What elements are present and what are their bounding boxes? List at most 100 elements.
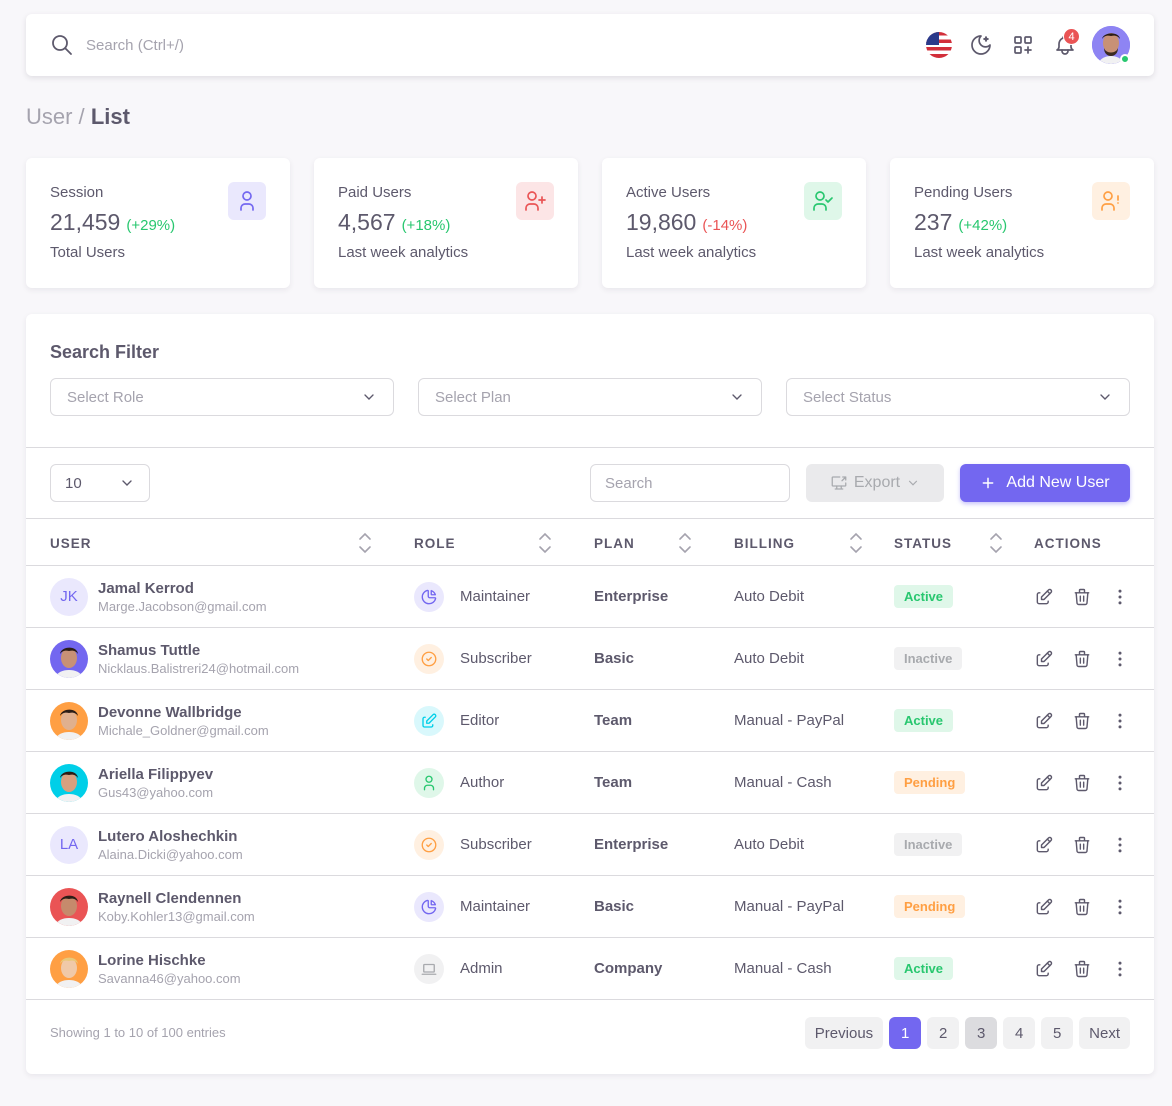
table-search-input[interactable] (590, 464, 790, 502)
pagination-page-3[interactable]: 3 (965, 1017, 998, 1049)
sort-icon[interactable] (358, 531, 372, 555)
pagination-page-4[interactable]: 4 (1003, 1017, 1036, 1049)
column-header-role[interactable]: ROLE (414, 535, 456, 551)
trash-icon[interactable] (1072, 959, 1092, 979)
table-row: Raynell Clendennen Koby.Kohler13@gmail.c… (26, 876, 1154, 938)
column-header-billing[interactable]: BILLING (734, 535, 795, 551)
language-switcher[interactable] (918, 24, 960, 66)
user-name[interactable]: Shamus Tuttle (98, 641, 201, 659)
edit-icon[interactable] (1034, 835, 1054, 855)
billing-cell: Auto Debit (734, 566, 804, 627)
user-cell: Shamus Tuttle Nicklaus.Balistreri24@hotm… (50, 628, 299, 689)
table-row: Lorine Hischke Savanna46@yahoo.com Admin… (26, 938, 1154, 1000)
column-header-status[interactable]: STATUS (894, 535, 952, 551)
dots-vertical-icon[interactable] (1110, 835, 1130, 855)
avatar (50, 639, 88, 678)
role-label: Subscriber (460, 836, 532, 853)
status-select[interactable]: Select Status (786, 378, 1130, 416)
plan-select[interactable]: Select Plan (418, 378, 762, 416)
stat-value: 237 (914, 209, 953, 235)
stat-change: (+29%) (126, 217, 176, 234)
trash-icon[interactable] (1072, 711, 1092, 731)
user-name[interactable]: Devonne Wallbridge (98, 703, 242, 721)
edit-icon[interactable] (1034, 711, 1054, 731)
table-row: LA Lutero Aloshechkin Alaina.Dicki@yahoo… (26, 814, 1154, 876)
plan-cell: Enterprise (594, 814, 668, 875)
column-header-user[interactable]: USER (50, 535, 92, 551)
dots-vertical-icon[interactable] (1110, 959, 1130, 979)
user-email: Gus43@yahoo.com (98, 784, 214, 800)
pagination-next[interactable]: Next (1079, 1017, 1130, 1049)
navbar-search[interactable]: Search (Ctrl+/) (50, 33, 918, 57)
notifications-button[interactable]: 4 (1044, 24, 1086, 66)
column-header-actions: ACTIONS (1034, 535, 1102, 551)
trash-icon[interactable] (1072, 649, 1092, 669)
column-header-plan[interactable]: PLAN (594, 535, 635, 551)
add-new-user-label: Add New User (1006, 474, 1110, 491)
user-email: Michale_Goldner@gmail.com (98, 722, 269, 738)
plan-label: Enterprise (594, 588, 669, 605)
dots-vertical-icon[interactable] (1110, 897, 1130, 917)
stat-subtitle: Last week analytics (626, 244, 757, 261)
plan-label: Basic (594, 898, 635, 915)
edit-icon[interactable] (1034, 959, 1054, 979)
edit-icon[interactable] (1034, 587, 1054, 607)
role-label: Admin (460, 960, 503, 977)
edit-icon[interactable] (1034, 773, 1054, 793)
user-name[interactable]: Ariella Filippyev (98, 765, 214, 783)
billing-cell: Manual - PayPal (734, 690, 844, 751)
chart-pie-icon (414, 891, 444, 922)
actions-cell (1034, 628, 1130, 689)
status-badge: Pending (894, 895, 966, 918)
role-label: Maintainer (460, 898, 531, 915)
pagination-page-1[interactable]: 1 (889, 1017, 922, 1049)
page-size-select[interactable]: 10 (50, 464, 150, 502)
pagination-page-2[interactable]: 2 (927, 1017, 960, 1049)
user-name[interactable]: Lorine Hischke (98, 951, 206, 969)
plan-cell: Basic (594, 628, 634, 689)
trash-icon[interactable] (1072, 835, 1092, 855)
stat-change: (+42%) (958, 217, 1008, 234)
sort-icon[interactable] (849, 531, 863, 555)
breadcrumb-parent[interactable]: User / (26, 104, 85, 129)
user-email: Marge.Jacobson@gmail.com (98, 598, 267, 614)
trash-icon[interactable] (1072, 587, 1092, 607)
user-name[interactable]: Lutero Aloshechkin (98, 827, 238, 845)
trash-icon[interactable] (1072, 897, 1092, 917)
navbar-search-placeholder[interactable]: Search (Ctrl+/) (86, 36, 184, 54)
dots-vertical-icon[interactable] (1110, 773, 1130, 793)
edit-icon[interactable] (1034, 649, 1054, 669)
shortcuts-button[interactable] (1002, 24, 1044, 66)
role-label: Author (460, 774, 505, 791)
export-button[interactable]: Export (806, 464, 944, 502)
sort-icon[interactable] (989, 531, 1003, 555)
stat-value: 21,459 (50, 209, 121, 235)
role-cell: Maintainer (414, 876, 530, 937)
sort-icon[interactable] (538, 531, 552, 555)
role-label: Subscriber (460, 650, 532, 667)
pagination-previous[interactable]: Previous (804, 1017, 884, 1049)
theme-toggle[interactable] (960, 24, 1002, 66)
dots-vertical-icon[interactable] (1110, 587, 1130, 607)
dots-vertical-icon[interactable] (1110, 711, 1130, 731)
add-new-user-button[interactable]: Add New User (960, 464, 1130, 502)
search-filter-title: Search Filter (50, 342, 160, 362)
table-row: JK Jamal Kerrod Marge.Jacobson@gmail.com… (26, 566, 1154, 628)
user-cell: Raynell Clendennen Koby.Kohler13@gmail.c… (50, 876, 255, 937)
breadcrumb: User / List (26, 104, 130, 130)
role-select[interactable]: Select Role (50, 378, 394, 416)
sort-icon[interactable] (678, 531, 692, 555)
trash-icon[interactable] (1072, 773, 1092, 793)
table-body: JK Jamal Kerrod Marge.Jacobson@gmail.com… (26, 566, 1154, 1000)
user-name[interactable]: Jamal Kerrod (98, 579, 194, 597)
users-table: USER ROLE PLAN BILLING STATUS ACTIONS JK… (26, 518, 1154, 1000)
user-icon (414, 767, 444, 798)
billing-label: Manual - PayPal (734, 712, 845, 729)
top-navbar: Search (Ctrl+/) 4 (26, 14, 1154, 76)
edit-icon[interactable] (1034, 897, 1054, 917)
status-badge: Active (894, 709, 954, 732)
pagination-page-5[interactable]: 5 (1041, 1017, 1074, 1049)
dots-vertical-icon[interactable] (1110, 649, 1130, 669)
user-name[interactable]: Raynell Clendennen (98, 889, 242, 907)
user-avatar[interactable] (1092, 26, 1130, 64)
